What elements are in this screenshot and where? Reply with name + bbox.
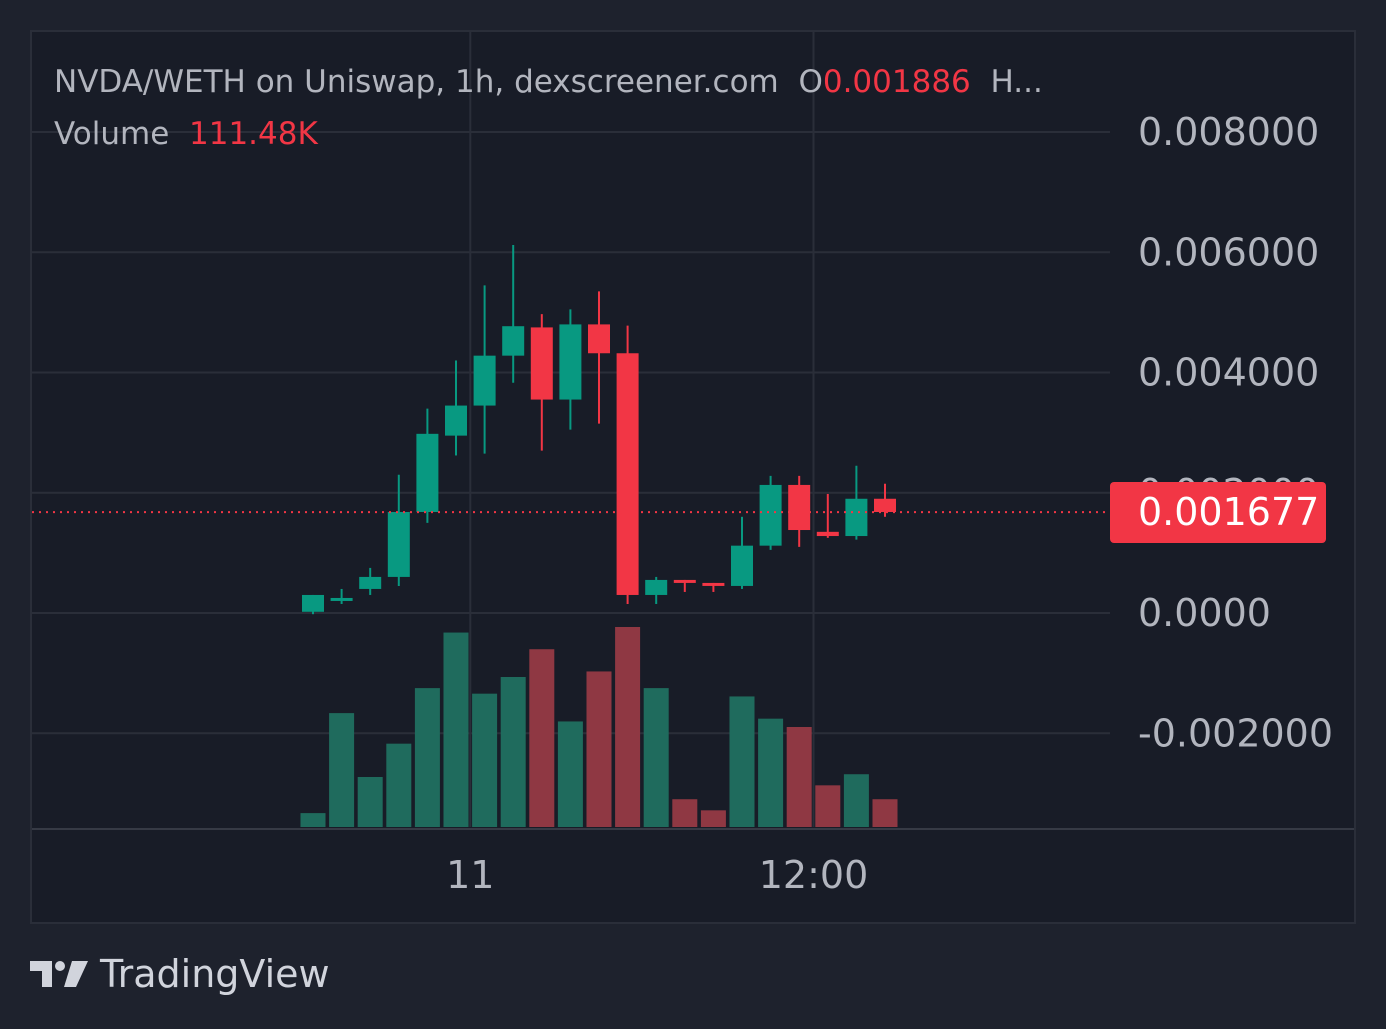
volume-bar <box>500 677 526 827</box>
open-value: 0.001886 <box>822 64 971 100</box>
volume-value: 111.48K <box>189 116 318 152</box>
volume-bar <box>472 693 498 827</box>
candle-body <box>359 576 382 589</box>
candle-body <box>816 531 839 537</box>
brand-name: TradingView <box>100 952 330 996</box>
y-tick-label: 0.006000 <box>1138 230 1319 274</box>
volume-bar <box>586 671 612 827</box>
y-tick-label: 0.0000 <box>1138 591 1271 635</box>
x-tick-label: 12:00 <box>759 853 869 897</box>
y-tick-label: -0.002000 <box>1138 711 1333 755</box>
chart-legend: NVDA/WETH on Uniswap, 1h, dexscreener.co… <box>54 56 1043 160</box>
volume-bar <box>786 727 812 827</box>
candle-body <box>759 484 782 546</box>
candle-body <box>788 484 811 531</box>
candle-body <box>559 324 582 400</box>
candle-body <box>845 498 868 537</box>
symbol-title[interactable]: NVDA/WETH on Uniswap, 1h, dexscreener.co… <box>54 64 779 100</box>
volume-bar <box>672 799 698 827</box>
candle-body <box>330 597 353 601</box>
volume-label[interactable]: Volume <box>54 116 170 152</box>
candle-body <box>588 324 610 354</box>
candle-body <box>702 582 725 586</box>
legend-line-1: NVDA/WETH on Uniswap, 1h, dexscreener.co… <box>54 56 1043 108</box>
volume-bar <box>300 813 326 827</box>
volume-bar <box>329 713 355 827</box>
volume-bar <box>843 774 869 827</box>
volume-bar <box>557 721 583 827</box>
x-tick-label: 11 <box>446 853 494 897</box>
candle-body <box>874 498 896 512</box>
y-tick-label: 0.008000 <box>1138 110 1319 154</box>
last-price-badge: 0.001677 <box>1110 482 1326 543</box>
volume-bar <box>529 649 555 827</box>
volume-bar <box>386 743 412 827</box>
volume-bar <box>872 799 898 827</box>
candle-body <box>445 405 467 436</box>
volume-bar <box>729 696 755 827</box>
candle-body <box>502 326 525 356</box>
volume-bar <box>357 777 383 827</box>
volume-bar <box>643 688 669 827</box>
chart-panel[interactable] <box>30 30 1356 924</box>
candle-body <box>387 511 410 577</box>
legend-line-2: Volume 111.48K <box>54 108 1043 160</box>
candle-body <box>731 545 753 586</box>
volume-bar <box>758 718 784 827</box>
open-prefix: O <box>798 64 823 100</box>
candle-body <box>645 579 668 595</box>
candle-body <box>473 355 496 406</box>
candle-body <box>416 433 439 512</box>
candle-body <box>302 594 324 612</box>
volume-bar <box>615 627 641 827</box>
tradingview-brand[interactable]: TradingView <box>30 952 330 996</box>
candle-body <box>616 353 639 595</box>
candle-body <box>673 579 696 583</box>
y-tick-label: 0.004000 <box>1138 351 1319 395</box>
legend-more: H... <box>990 64 1043 100</box>
volume-bar <box>414 688 440 827</box>
volume-bar <box>443 632 469 827</box>
candle-body <box>530 327 553 400</box>
volume-bar <box>815 785 841 827</box>
tradingview-logo-icon <box>30 961 88 987</box>
volume-bar <box>700 810 726 827</box>
